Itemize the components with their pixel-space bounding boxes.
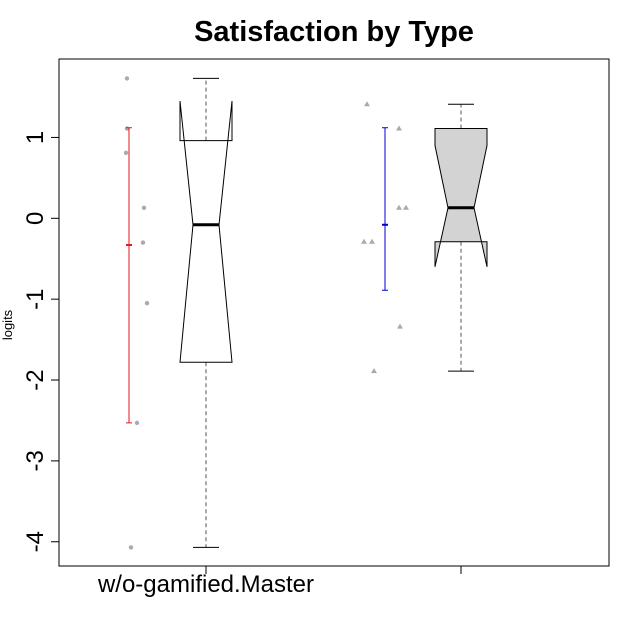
data-point <box>128 545 134 550</box>
notched-box <box>434 128 488 267</box>
y-tick-label: 1 <box>22 131 49 144</box>
chart-title: Satisfaction by Type <box>194 16 474 48</box>
data-point <box>134 420 140 426</box>
y-tick-label: 0 <box>22 212 49 225</box>
data-point <box>397 323 403 329</box>
x-axis: w/o-gamified.Master <box>97 566 462 598</box>
plot-frame <box>58 58 610 567</box>
box-group <box>123 76 233 550</box>
data-point <box>124 76 130 81</box>
data-point <box>396 204 402 210</box>
data-point <box>144 301 150 306</box>
y-tick-label: -4 <box>22 531 49 552</box>
data-point <box>403 204 409 210</box>
data-point <box>364 101 370 107</box>
y-axis-label: logits <box>0 309 15 340</box>
data-point <box>123 150 129 155</box>
boxes <box>123 76 488 550</box>
data-point <box>361 238 367 244</box>
data-point <box>396 125 402 131</box>
data-point <box>140 240 146 245</box>
box-group <box>361 101 488 374</box>
y-axis: 1 0 -1 -2 -3 -4 <box>22 131 59 552</box>
data-point <box>141 205 147 210</box>
notched-box <box>179 100 233 363</box>
data-point <box>371 368 377 374</box>
y-tick-label: -1 <box>22 288 49 309</box>
x-tick-label: w/o-gamified.Master <box>97 571 314 598</box>
y-tick-label: -2 <box>22 369 49 390</box>
data-point <box>369 238 375 244</box>
y-tick-label: -3 <box>22 450 49 471</box>
